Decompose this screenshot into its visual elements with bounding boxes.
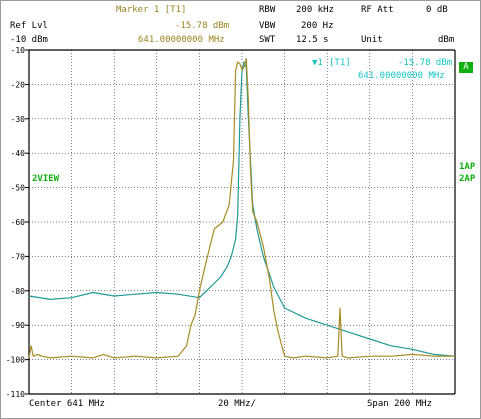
y-tick-label: -110 bbox=[6, 390, 25, 399]
y-tick-label: -20 bbox=[11, 80, 26, 89]
trace-a-badge: A bbox=[459, 62, 473, 73]
vbw-label: VBW bbox=[259, 21, 276, 31]
y-tick-label: -40 bbox=[11, 149, 26, 158]
overlay-marker-level: -15.78 dBm bbox=[398, 58, 453, 68]
marker-level-value: -15.78 dBm bbox=[175, 21, 230, 31]
y-tick-label: -30 bbox=[11, 115, 26, 124]
trace-2-line bbox=[28, 57, 455, 359]
detector-1-label: 1AP bbox=[459, 162, 476, 172]
marker-tag: [T1] bbox=[329, 58, 351, 68]
span-label: Span 200 MHz bbox=[367, 399, 433, 409]
y-tick-label: -10 bbox=[11, 46, 26, 55]
marker-title: Marker 1 [T1] bbox=[116, 5, 187, 15]
y-tick-label: -100 bbox=[6, 356, 25, 365]
rf-attenuation-value: 0 dB bbox=[426, 5, 448, 15]
y-tick-label: -50 bbox=[11, 184, 26, 193]
rbw-label: RBW bbox=[259, 5, 276, 15]
marker-indicator: ▼1 bbox=[312, 58, 323, 68]
sweep-time-value: 12.5 s bbox=[296, 35, 329, 45]
y-tick-label: -60 bbox=[11, 218, 26, 227]
ref-level-label: Ref Lvl bbox=[10, 21, 48, 31]
frequency-per-division-label: 20 MHz/ bbox=[218, 399, 256, 409]
rf-attenuation-label: RF Att bbox=[361, 5, 394, 15]
overlay-marker-frequency: 641.00000000 MHz bbox=[358, 71, 445, 81]
rbw-value: 200 kHz bbox=[296, 5, 334, 15]
unit-value: dBm bbox=[438, 35, 455, 45]
detector-2-label: 2AP bbox=[459, 174, 476, 184]
y-tick-label: -70 bbox=[11, 252, 26, 261]
y-tick-label: -90 bbox=[11, 321, 26, 330]
center-frequency-label: Center 641 MHz bbox=[29, 399, 105, 409]
y-tick-label: -80 bbox=[11, 287, 26, 296]
vbw-value: 200 Hz bbox=[301, 21, 334, 31]
marker-frequency-value: 641.00000000 MHz bbox=[138, 35, 225, 45]
unit-label: Unit bbox=[361, 35, 383, 45]
trace-mode-label: 2VIEW bbox=[32, 174, 60, 184]
sweep-time-label: SWT bbox=[259, 35, 276, 45]
ref-level-value: -10 dBm bbox=[10, 35, 48, 45]
